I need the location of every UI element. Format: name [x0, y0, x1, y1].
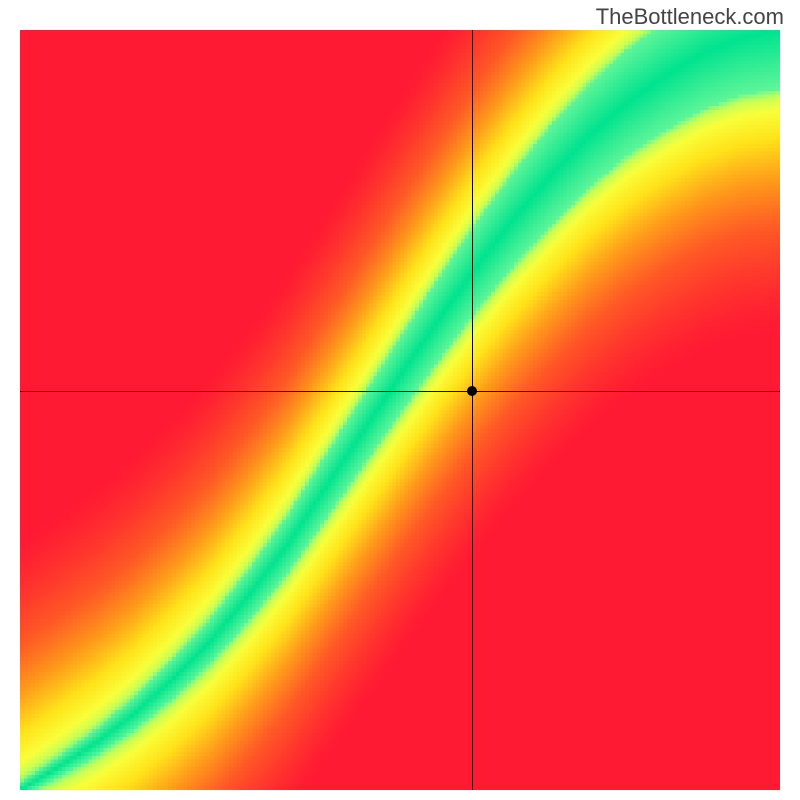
- crosshair-horizontal: [20, 391, 780, 392]
- heatmap-canvas: [20, 30, 780, 790]
- data-point-marker: [467, 386, 477, 396]
- heatmap-plot: [20, 30, 780, 790]
- crosshair-vertical: [472, 30, 473, 790]
- watermark-text: TheBottleneck.com: [596, 4, 784, 30]
